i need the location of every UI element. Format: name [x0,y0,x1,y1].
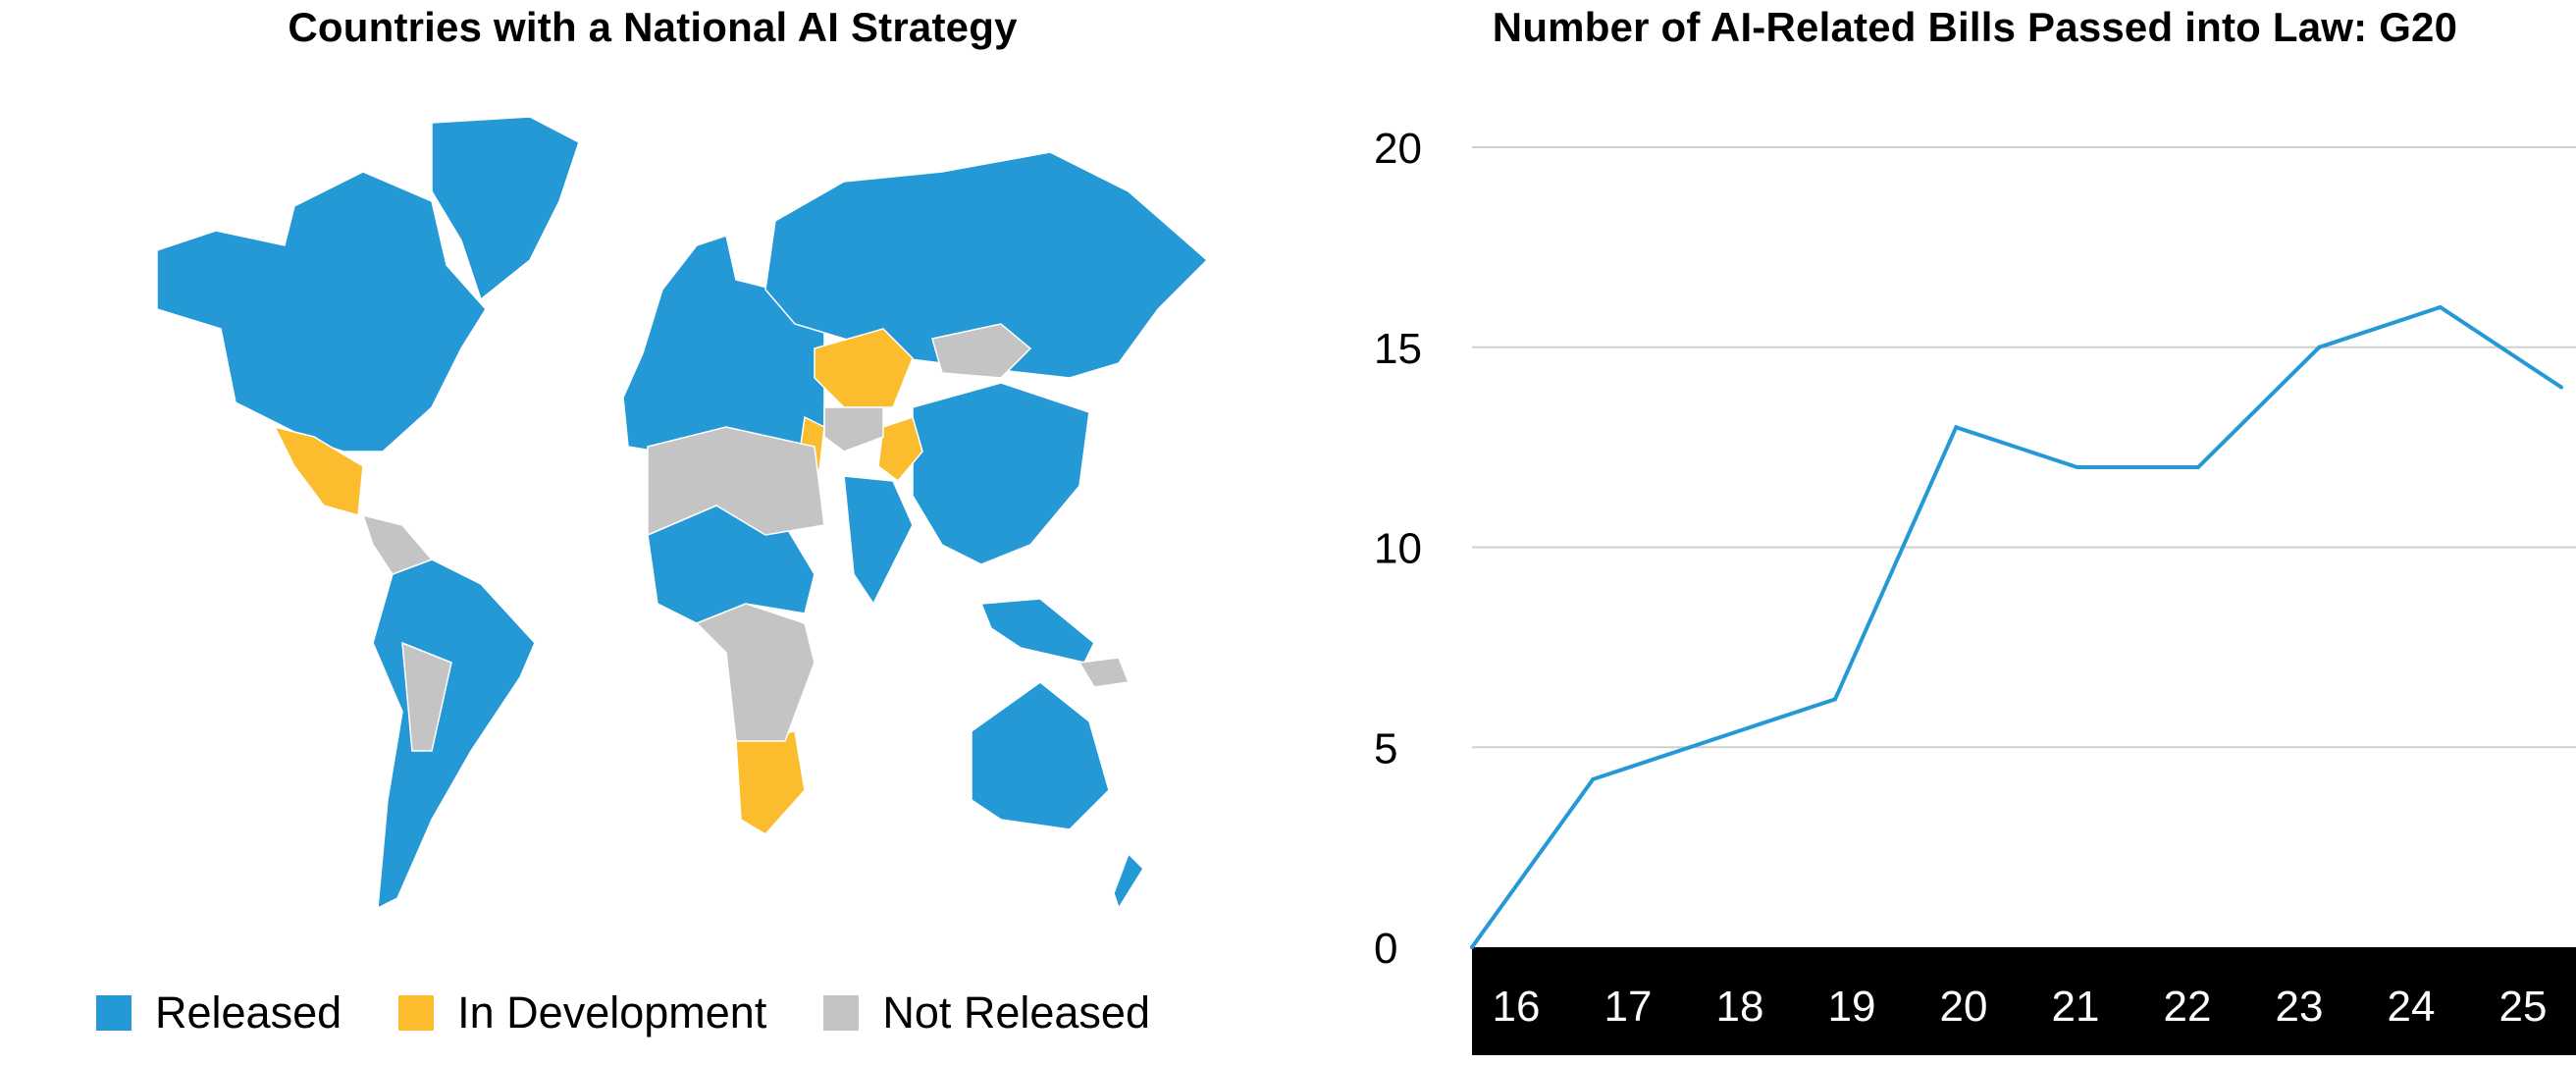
legend-item-in-development: In Development [398,987,766,1038]
x-tick-label: 24 [2388,983,2436,1031]
legend-item-released: Released [96,987,342,1038]
legend-swatch-released [96,995,131,1031]
not-released-regions [361,323,1130,752]
new-zealand-shape [1113,852,1144,910]
india-shape [843,475,914,606]
legend-item-not-released: Not Released [823,987,1150,1038]
data-point [1470,945,1474,949]
y-tick-label: 20 [1374,125,1422,173]
data-point [2317,345,2322,349]
australia-shape [971,681,1110,830]
legend-swatch-not-released [823,995,860,1031]
legend-label-not-released: Not Released [882,987,1150,1038]
southern-africa-shape [695,603,815,742]
x-tick-label: 20 [1940,983,1988,1031]
y-tick-label: 0 [1374,925,1397,973]
middle-asia-shape [823,406,884,453]
data-point [2196,465,2200,469]
data-point [1591,776,1596,781]
map-legend: Released In Development Not Released [96,987,1207,1038]
south-africa-shape [735,730,806,835]
data-point [1711,737,1716,742]
y-tick-label: 15 [1374,325,1422,373]
data-point [2075,465,2079,469]
pakistan-shape [877,416,923,483]
russia-shape [764,151,1209,379]
mexico-shape [273,425,364,516]
line-chart: 0 5 10 15 20 16 17 18 19 20 21 22 23 24 25 [1354,98,2576,1060]
legend-swatch-in-development [398,995,435,1031]
north-america-shape [156,171,487,453]
x-tick-label: 22 [2164,983,2212,1031]
x-tick-label: 23 [2276,983,2324,1031]
x-tick-label: 17 [1604,983,1653,1031]
x-tick-label: 19 [1828,983,1876,1031]
north-africa-shape [647,426,825,537]
series-line [1470,304,2563,949]
kazakhstan-shape [814,328,914,408]
chart-title: Number of AI-Related Bills Passed into L… [1492,4,2458,50]
asia-shape [912,382,1090,565]
data-point [1954,425,1959,430]
x-tick-label: 21 [2052,983,2100,1031]
x-axis-band [1472,947,2576,1055]
southeast-asia-shape [979,598,1095,664]
south-america-shape [372,559,536,910]
legend-label-in-development: In Development [457,987,767,1038]
legend-label-released: Released [155,987,342,1038]
greenland-shape [431,116,580,301]
mongolia-shape [931,323,1032,379]
papua-shape [1078,657,1130,688]
x-tick-label: 16 [1493,983,1541,1031]
central-america-shape [361,513,434,575]
world-map [137,113,1217,918]
south-america-np-shape [401,641,452,752]
x-tick-label: 18 [1716,983,1764,1031]
data-point [1833,697,1837,702]
map-title: Countries with a National AI Strategy [288,4,1018,50]
data-point [2438,305,2443,309]
data-point [2559,385,2563,390]
x-tick-label: 25 [2499,983,2548,1031]
y-tick-label: 5 [1374,724,1397,772]
y-tick-label: 10 [1374,525,1422,573]
